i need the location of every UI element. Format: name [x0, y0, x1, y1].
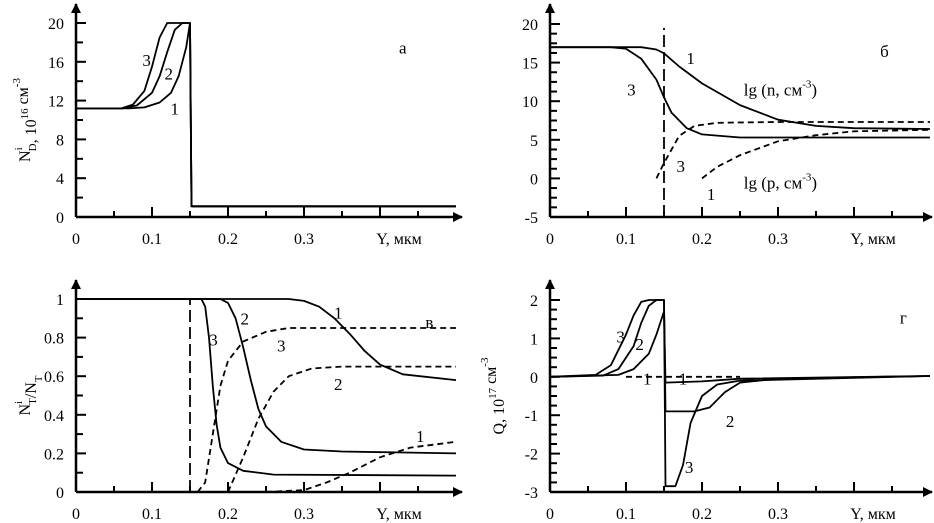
series-3-solid [549, 299, 931, 488]
y-tick-label: -5 [525, 210, 538, 227]
x-axis-label: Y, мкм [850, 506, 896, 523]
y-tick-label: 20 [522, 17, 538, 34]
y-tick-label: 0 [530, 171, 538, 188]
y-tick-label: -2 [525, 447, 538, 464]
curve-label: 2 [334, 375, 343, 394]
y-axis-label: Ni T/NT [13, 375, 45, 415]
curve-label: 2 [726, 412, 735, 431]
y-axis-label: Q, 1017 см-3 [479, 357, 508, 434]
y-tick-label: 16 [48, 55, 64, 72]
x-axis-label: Y, мкм [376, 231, 422, 248]
curve-label: 3 [676, 157, 685, 176]
y-tick-label: 4 [56, 171, 64, 188]
curve-label: 3 [616, 327, 625, 346]
curve-label: 1 [679, 370, 688, 389]
x-axis-label: Y, мкм [850, 231, 896, 248]
curve-label: 1 [707, 185, 716, 204]
curve-label: 2 [635, 335, 644, 354]
x-tick-label: 0.2 [218, 506, 238, 523]
x-tick-label: 0 [72, 231, 80, 248]
x-axis-label: Y, мкм [376, 506, 422, 523]
curve-label: а [399, 38, 407, 57]
y-tick-label: -3 [525, 485, 538, 502]
curve-label: 2 [240, 309, 249, 328]
curve-label: г [900, 308, 907, 327]
series-1-solid [76, 298, 457, 381]
y-tick-label: 0 [56, 210, 64, 227]
y-tick-label: 5 [530, 133, 538, 150]
x-tick-label: 0 [546, 506, 554, 523]
series-2-solid [76, 298, 457, 455]
y-tick-label: 12 [48, 94, 64, 111]
series-1-solid [549, 310, 931, 384]
y-tick-label: 8 [56, 132, 64, 149]
panel-d: -3 -2 -1 0 1 2 0 0.1 0.2 0.3 Y, мкм Q, 1017 см-3 1 1 2… [479, 279, 933, 523]
series-3-solid [550, 46, 930, 139]
y-tick-label: 0.8 [44, 331, 64, 348]
y-axis-label: Ni D, 1016 см-3 [11, 78, 40, 162]
x-tick-label: 0 [72, 506, 80, 523]
y-tick-label: 1 [56, 292, 64, 309]
y-tick-label: 0 [530, 370, 538, 387]
x-tick-label: 0.3 [294, 506, 314, 523]
curve-label: 1 [643, 370, 652, 389]
curve-label: 1 [334, 304, 343, 323]
x-tick-label: 0.1 [142, 231, 162, 248]
series-3-dashed [655, 121, 930, 179]
x-tick-label: 0.3 [768, 506, 788, 523]
curve-label: в [425, 313, 433, 332]
curve-label: 1 [686, 49, 695, 68]
x-tick-label: 0.2 [692, 231, 712, 248]
y-tick-label: 1 [530, 331, 538, 348]
curve-label: 3 [685, 458, 694, 477]
series-1-solid [550, 46, 931, 130]
series-3-dashed [196, 327, 456, 493]
y-tick-label: 15 [522, 56, 538, 73]
y-tick-label: 0.4 [44, 408, 64, 425]
series-1-dashed [265, 440, 457, 493]
x-tick-label: 0.2 [218, 231, 238, 248]
y-tick-label: -1 [525, 408, 538, 425]
x-tick-label: 0.1 [142, 506, 162, 523]
curve-label: б [880, 42, 889, 61]
curve-label: 1 [171, 99, 180, 118]
x-tick-label: 0.1 [616, 506, 636, 523]
x-tick-label: 0.3 [768, 231, 788, 248]
series-1-dashed [701, 128, 931, 180]
series-3-solid [76, 298, 457, 477]
x-tick-label: 0 [546, 231, 554, 248]
series-2-dashed [227, 365, 456, 493]
x-tick-label: 0.1 [616, 231, 636, 248]
series-2-solid [549, 299, 931, 413]
y-tick-label: 20 [48, 16, 64, 33]
panel-b: -5 0 5 10 15 20 0 0.1 0.2 0.3 Y, мкм 1 3 3 1 б lg (n, см… [522, 3, 933, 248]
curve-label: 3 [627, 81, 636, 100]
panel-c: 0 0.2 0.4 0.6 0.8 1 0 0.1 0.2 0.3 Y, мкм Ni T/NT 1 2 3 3… [13, 279, 463, 523]
curve-label: 3 [209, 331, 218, 350]
x-tick-label: 0.3 [294, 231, 314, 248]
curve-label: 3 [277, 336, 286, 355]
x-tick-label: 0.2 [692, 506, 712, 523]
y-tick-label: 0.6 [44, 369, 64, 386]
y-tick-label: 0 [56, 485, 64, 502]
y-tick-label: 10 [522, 94, 538, 111]
y-tick-label: 2 [530, 293, 538, 310]
series-3-solid [76, 22, 456, 208]
quantity-label: lg (p, см-3) [744, 171, 817, 192]
y-tick-label: 0.2 [44, 446, 64, 463]
quantity-label: lg (n, см-3) [744, 79, 817, 100]
curve-label: 3 [142, 51, 151, 70]
curve-label: 1 [416, 427, 425, 446]
curve-label: 2 [164, 64, 173, 83]
